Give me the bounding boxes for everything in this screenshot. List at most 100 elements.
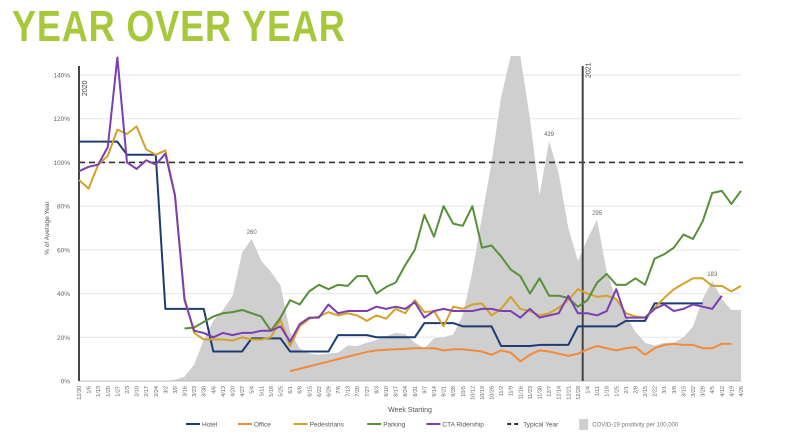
x-tick-label: 8/10: [384, 386, 390, 397]
x-tick-label: 2/24: [154, 386, 160, 397]
x-tick-label: 6/15: [307, 386, 313, 397]
x-tick-label: 4/6: [211, 386, 217, 394]
x-tick-label: 2/1: [624, 386, 630, 394]
x-tick-label: 12/21: [566, 386, 572, 400]
page-title: YEAR OVER YEAR: [12, 2, 346, 51]
x-tick-label: 8/31: [413, 386, 419, 397]
x-tick-label: 9/7: [422, 386, 428, 394]
x-tick-label: 4/19: [729, 386, 735, 397]
y-tick-label: 0%: [61, 379, 71, 386]
series-line-parking: [184, 189, 742, 332]
x-tick-label: 3/1: [662, 386, 668, 394]
legend-item: CTA Ridership: [442, 422, 484, 429]
y-tick-label: 40%: [57, 291, 70, 298]
legend-item: COVID-19 positivity per 100,000: [592, 423, 679, 429]
x-tick-label: 10/5: [461, 386, 467, 397]
x-tick-label: 1/18: [605, 386, 611, 397]
x-tick-label: 2/17: [144, 386, 150, 397]
x-tick-label: 5/18: [269, 386, 275, 397]
x-tick-label: 10/12: [470, 386, 476, 400]
x-tick-label: 2/10: [135, 386, 141, 397]
x-tick-label: 11/2: [499, 386, 505, 396]
x-tick-label: 8/17: [394, 386, 400, 397]
x-tick-label: 7/27: [365, 386, 371, 397]
x-tick-label: 3/29: [701, 386, 707, 397]
x-tick-label: 4/13: [221, 386, 227, 397]
legend-item: Hotel: [202, 422, 218, 429]
x-tick-label: 5/11: [259, 386, 265, 396]
x-tick-label: 6/1: [288, 386, 294, 394]
series-line-office: [289, 342, 732, 373]
covid-peak-label: 183: [707, 272, 718, 278]
x-tick-label: 11/16: [518, 386, 524, 399]
legend-swatch: [579, 419, 589, 430]
covid-peak-label: 260: [247, 230, 258, 236]
x-tick-label: 1/25: [614, 386, 620, 397]
legend-item: Typical Year: [523, 422, 559, 429]
covid-peak-label: 295: [592, 211, 603, 217]
x-tick-label: 11/30: [538, 386, 544, 399]
year-marker-label: 2020: [82, 80, 89, 96]
y-tick-label: 100%: [53, 160, 70, 167]
x-tick-label: 4/5: [710, 386, 716, 394]
x-tick-label: 4/27: [240, 386, 246, 397]
year-marker-label: 2021: [586, 62, 593, 78]
x-tick-label: 4/20: [231, 386, 237, 397]
y-axis-title: % of Average Year: [44, 200, 51, 254]
legend-item: Pedestrians: [310, 422, 345, 429]
y-tick-label: 60%: [57, 247, 70, 254]
x-tick-label: 7/13: [346, 386, 352, 397]
x-tick-label: 5/4: [250, 386, 256, 394]
covid-area: [79, 56, 741, 381]
x-tick-label: 12/14: [557, 386, 563, 400]
x-tick-label: 12/28: [576, 386, 582, 400]
x-tick-label: 1/20: [106, 386, 112, 397]
x-tick-label: 10/19: [480, 386, 486, 400]
x-tick-label: 9/14: [432, 386, 438, 397]
x-tick-label: 11/23: [528, 386, 534, 399]
x-tick-label: 1/11: [595, 386, 601, 396]
x-tick-label: 9/28: [451, 386, 457, 397]
x-tick-label: 5/25: [278, 386, 284, 397]
x-tick-label: 2/8: [633, 386, 639, 394]
x-tick-label: 3/8: [672, 386, 678, 394]
x-tick-label: 2/3: [125, 386, 131, 394]
x-tick-label: 3/30: [202, 386, 208, 397]
x-tick-label: 6/29: [326, 386, 332, 397]
x-tick-label: 3/9: [173, 386, 179, 394]
x-tick-label: 11/9: [509, 386, 515, 396]
y-tick-label: 120%: [53, 116, 70, 123]
x-tick-label: 3/23: [192, 386, 198, 397]
x-tick-label: 3/2: [163, 386, 169, 394]
x-tick-label: 6/8: [298, 386, 304, 394]
x-tick-label: 1/13: [96, 386, 102, 397]
x-tick-label: 6/22: [317, 386, 323, 397]
x-tick-label: 7/20: [355, 386, 361, 397]
x-tick-label: 3/16: [183, 386, 189, 397]
x-tick-label: 1/6: [87, 386, 93, 394]
x-tick-label: 2/22: [653, 386, 659, 397]
x-axis-title: Week Starting: [388, 407, 432, 414]
x-tick-label: 8/3: [374, 386, 380, 394]
legend-item: Office: [254, 422, 271, 429]
x-tick-label: 7/6: [336, 386, 342, 394]
x-tick-label: 12/30: [77, 386, 83, 400]
y-tick-label: 80%: [57, 204, 70, 211]
x-tick-label: 1/27: [115, 386, 121, 397]
x-tick-label: 4/26: [739, 386, 745, 397]
x-tick-label: 8/24: [403, 386, 409, 397]
covid-peak-label: 439: [544, 132, 555, 138]
x-tick-label: 9/21: [442, 386, 448, 397]
x-tick-label: 2/15: [643, 386, 649, 397]
x-tick-label: 3/15: [681, 386, 687, 397]
series-line-cta-ridership: [78, 56, 723, 343]
x-tick-label: 3/22: [691, 386, 697, 397]
x-tick-label: 10/26: [490, 386, 496, 400]
y-tick-label: 20%: [57, 335, 70, 342]
y-tick-label: 140%: [53, 73, 70, 80]
x-tick-label: 1/4: [585, 386, 591, 394]
x-tick-label: 12/7: [547, 386, 553, 397]
x-tick-label: 4/12: [720, 386, 726, 397]
legend-item: Parking: [383, 422, 405, 429]
